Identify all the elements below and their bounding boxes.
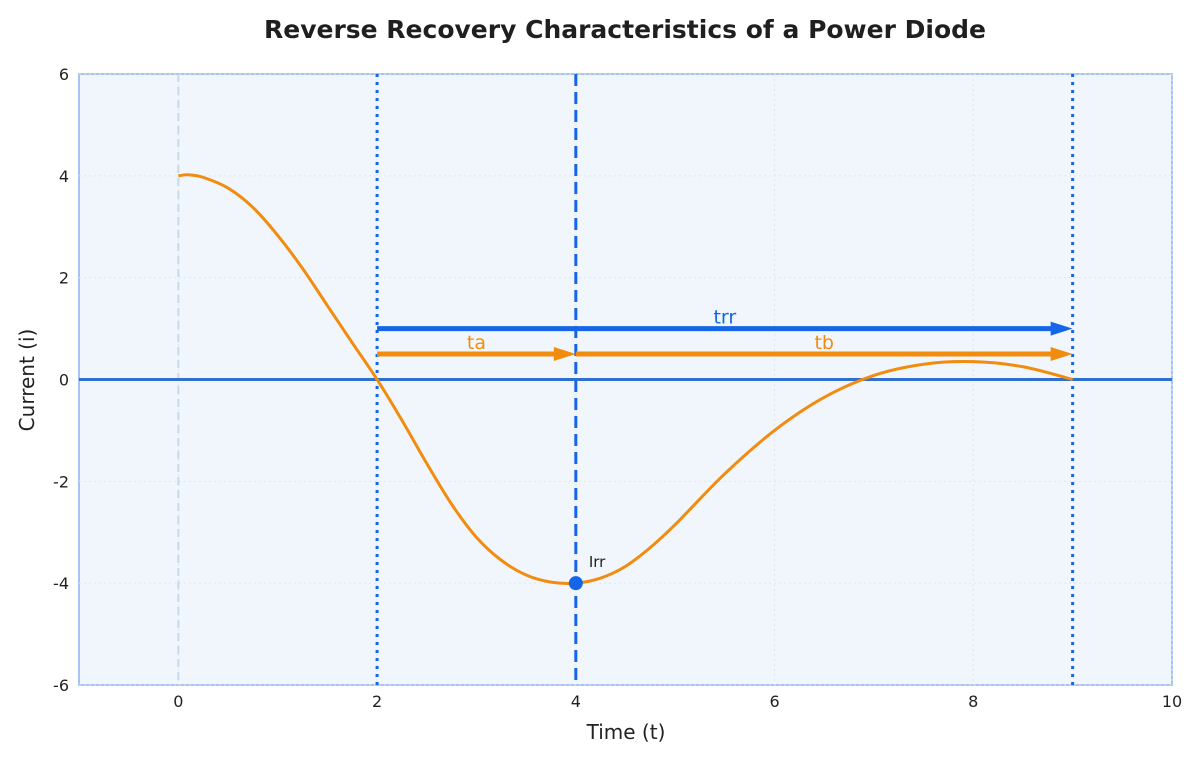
y-tick-label: 6 [59, 65, 69, 84]
arrow-trr-label: trr [713, 307, 736, 329]
x-tick-label: 0 [173, 692, 183, 711]
x-tick-label: 10 [1162, 692, 1182, 711]
arrow-ta-label: ta [467, 332, 486, 354]
y-tick-label: -6 [53, 676, 69, 695]
arrow-ta-head [553, 347, 576, 362]
arrow-trr-head [1050, 321, 1073, 336]
interval-arrows: trr ta tb [377, 307, 1073, 362]
y-tick-label: 4 [59, 167, 69, 186]
y-tick-label: 2 [59, 269, 69, 288]
series-layer [178, 173, 1074, 586]
peak-reverse-current-point [568, 576, 583, 591]
x-tick-label: 6 [769, 692, 779, 711]
x-tick-label: 8 [968, 692, 978, 711]
x-tick-label: 2 [372, 692, 382, 711]
point-layer: Irr [568, 553, 606, 591]
peak-reverse-current-label: Irr [589, 553, 606, 571]
y-tick-label: -4 [53, 574, 69, 593]
x-axis-label: Time (t) [586, 720, 666, 744]
tick-labels: 0 2 4 6 8 10 -6 -4 -2 0 2 4 6 [53, 65, 1182, 711]
arrow-tb-head [1050, 347, 1073, 362]
y-tick-label: -2 [53, 472, 69, 491]
arrow-tb-label: tb [814, 332, 834, 354]
y-tick-label: 0 [59, 371, 69, 390]
y-axis-label: Current (i) [15, 329, 39, 432]
x-tick-label: 4 [571, 692, 581, 711]
current-curve [178, 173, 1074, 586]
chart-title: Reverse Recovery Characteristics of a Po… [264, 15, 986, 44]
